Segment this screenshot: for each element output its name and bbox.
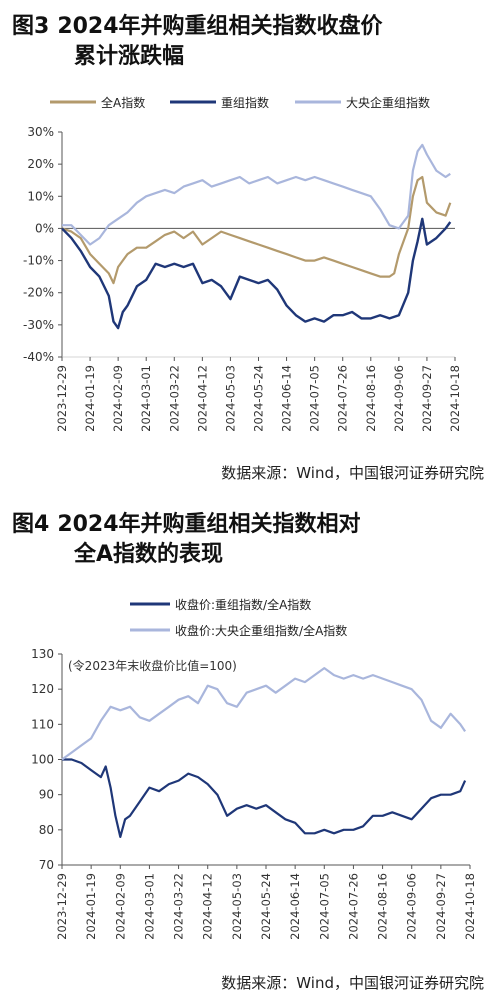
y-tick-label: 130 <box>31 647 54 661</box>
y-tick-label: 90 <box>39 788 54 802</box>
figure-3-title-line2: 累计涨跌幅 <box>74 44 185 69</box>
x-tick-label: 2024-02-09 <box>111 365 125 432</box>
x-tick-label: 2024-07-05 <box>317 873 331 940</box>
legend-label-1: 全A指数 <box>101 95 145 110</box>
x-tick-label: 2024-04-12 <box>201 873 215 940</box>
y-tick-label: 30% <box>27 125 54 139</box>
legend-label-3: 大央企重组指数 <box>346 95 430 110</box>
chart-annotation: (令2023年末收盘价比值=100) <box>68 658 237 673</box>
series-line-1 <box>62 758 467 838</box>
x-tick-label: 2024-09-27 <box>434 873 448 940</box>
figure-4-number: 图4 <box>12 512 50 537</box>
figure-3-title: 图3 2024年并购重组相关指数收盘价 累计涨跌幅 <box>12 12 383 72</box>
series-line-3 <box>62 143 451 246</box>
x-tick-label: 2024-07-26 <box>336 365 350 432</box>
figure-3-chart: 全A指数 重组指数 大央企重组指数 30% 20% 10% 0% -10% -20% -30% -4… <box>23 95 462 432</box>
x-tick-label: 2024-06-14 <box>288 873 302 940</box>
x-axis: 2023-12-29 2024-01-19 2024-02-09 2024-03-01… <box>55 227 462 432</box>
x-tick-label: 2024-09-06 <box>405 873 419 940</box>
legend-label-2: 收盘价:大央企重组指数/全A指数 <box>175 623 347 638</box>
y-tick-label: 110 <box>31 717 54 731</box>
x-tick-label: 2024-08-16 <box>376 873 390 940</box>
y-axis: 130 120 110 100 90 80 70 <box>31 647 63 872</box>
x-tick-label: 2024-03-22 <box>167 365 181 432</box>
x-tick-label: 2024-05-24 <box>252 365 266 432</box>
y-tick-label: -20% <box>23 286 54 300</box>
x-tick-label: 2024-07-05 <box>308 365 322 432</box>
y-tick-label: 80 <box>39 823 54 837</box>
figure-4-source: 数据来源：Wind，中国银河证券研究院 <box>221 974 484 992</box>
y-tick-label: 70 <box>39 858 54 872</box>
x-tick-label: 2024-10-18 <box>463 873 477 940</box>
figure-3-number: 图3 <box>12 14 50 39</box>
figure-3-title-line1: 2024年并购重组相关指数收盘价 <box>57 14 383 39</box>
figure-4-title-line1: 2024年并购重组相关指数相对 <box>57 512 361 537</box>
x-tick-label: 2024-03-01 <box>139 365 153 432</box>
figure-4-title-line2: 全A指数的表现 <box>74 542 224 567</box>
x-tick-label: 2024-01-19 <box>83 365 97 432</box>
x-tick-label: 2024-09-06 <box>392 365 406 432</box>
y-tick-label: 20% <box>27 157 54 171</box>
series-line-2 <box>61 217 452 330</box>
x-tick-label: 2024-03-22 <box>172 873 186 940</box>
y-tick-label: -30% <box>23 318 54 332</box>
x-tick-label: 2024-10-18 <box>448 365 462 432</box>
x-tick-label: 2024-07-26 <box>346 873 360 940</box>
x-tick-label: 2024-01-19 <box>84 873 98 940</box>
x-tick-label: 2024-06-14 <box>280 365 294 432</box>
y-tick-label: -40% <box>23 350 54 364</box>
legend-label-2: 重组指数 <box>221 95 269 110</box>
x-tick-label: 2023-12-29 <box>55 873 69 940</box>
chart-legend: 全A指数 重组指数 大央企重组指数 <box>50 95 430 110</box>
y-tick-label: -10% <box>23 254 54 268</box>
x-axis: 2023-12-29 2024-01-19 2024-02-09 2024-03-01… <box>55 864 477 940</box>
x-tick-label: 2024-05-03 <box>223 365 237 432</box>
x-tick-label: 2024-03-01 <box>142 873 156 940</box>
y-tick-label: 120 <box>31 682 54 696</box>
figure-3-source: 数据来源：Wind，中国银河证券研究院 <box>221 464 484 482</box>
x-tick-label: 2024-05-03 <box>230 873 244 940</box>
x-tick-label: 2024-05-24 <box>259 873 273 940</box>
y-tick-label: 100 <box>31 753 54 767</box>
figure-4-title: 图4 2024年并购重组相关指数相对 全A指数的表现 <box>12 510 361 570</box>
x-tick-label: 2024-08-16 <box>364 365 378 432</box>
x-tick-label: 2024-04-12 <box>195 365 209 432</box>
y-tick-label: 0% <box>35 221 54 235</box>
series-line-1 <box>61 175 452 285</box>
series-line-2 <box>61 667 467 761</box>
x-tick-label: 2023-12-29 <box>55 365 69 432</box>
x-tick-label: 2024-09-27 <box>420 365 434 432</box>
y-axis: 30% 20% 10% 0% -10% -20% -30% -40% <box>23 125 63 364</box>
x-tick-label: 2024-02-09 <box>113 873 127 940</box>
legend-label-1: 收盘价:重组指数/全A指数 <box>175 597 311 612</box>
y-tick-label: 10% <box>27 189 54 203</box>
